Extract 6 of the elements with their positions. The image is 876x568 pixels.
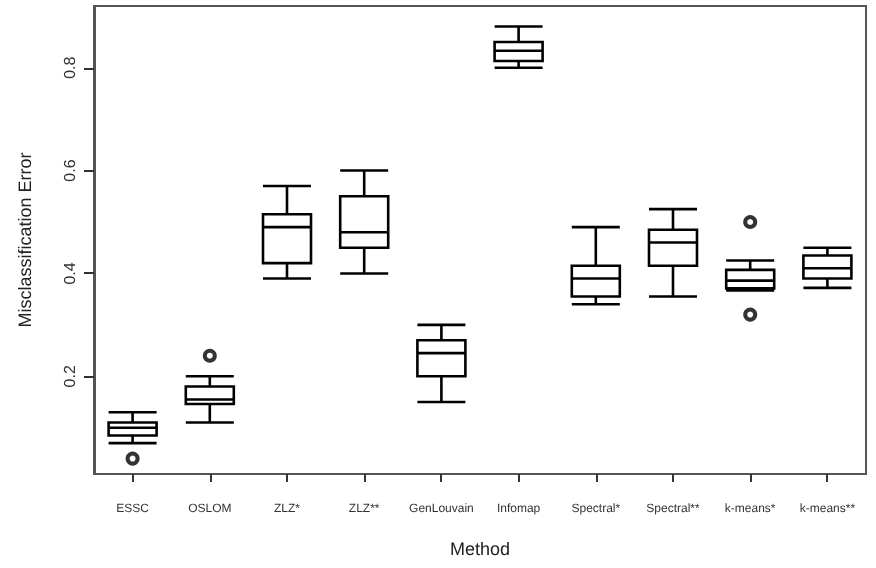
y-tick-label: 0.4 — [61, 261, 79, 285]
y-axis-title: Misclassification Error — [15, 152, 35, 328]
x-axis-title: Method — [449, 539, 511, 559]
y-tick-label: 0.8 — [61, 55, 79, 79]
y-tick-label: 0.2 — [61, 364, 79, 388]
y-tick-label: 0.6 — [61, 158, 79, 182]
